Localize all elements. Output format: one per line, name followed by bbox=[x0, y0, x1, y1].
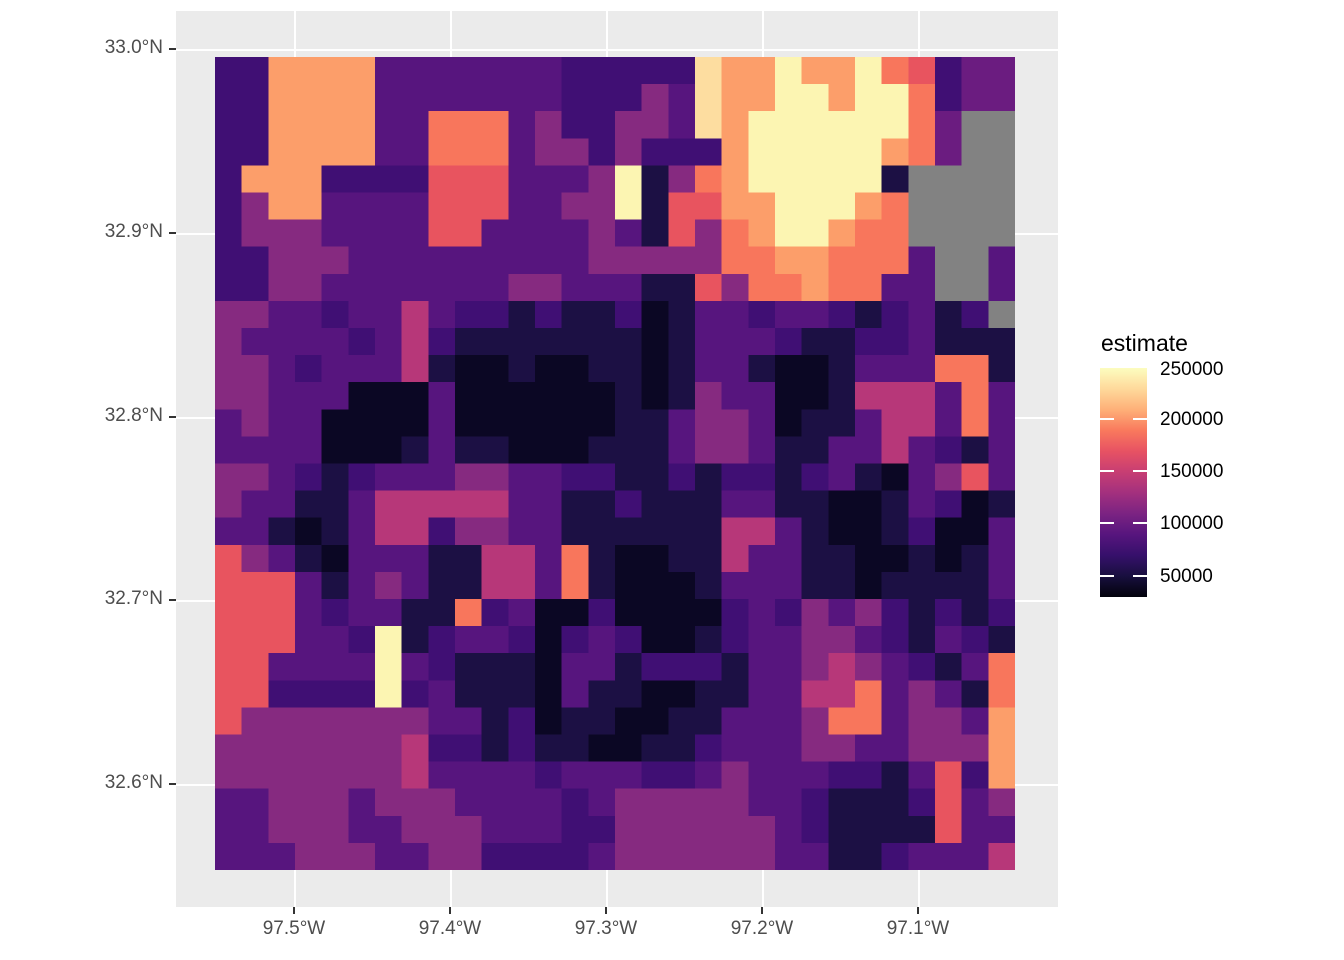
x-axis-label: 97.5°W bbox=[262, 918, 326, 939]
y-axis-label: 32.8°N bbox=[104, 405, 163, 426]
legend-tick-label: 250000 bbox=[1160, 359, 1224, 380]
choropleth-cells bbox=[215, 57, 1016, 871]
legend-tick-label: 50000 bbox=[1160, 566, 1213, 587]
y-axis-label: 32.7°N bbox=[104, 588, 163, 609]
x-axis-label: 97.2°W bbox=[730, 918, 794, 939]
legend-title: estimate bbox=[1101, 330, 1188, 356]
legend-colorbar bbox=[1100, 368, 1147, 597]
choropleth-map bbox=[215, 57, 1016, 871]
y-axis-label: 32.9°N bbox=[104, 221, 163, 242]
x-axis-label: 97.4°W bbox=[418, 918, 482, 939]
x-axis-label: 97.3°W bbox=[574, 918, 638, 939]
legend-tick-label: 100000 bbox=[1160, 513, 1224, 534]
y-axis-label: 32.6°N bbox=[104, 772, 163, 793]
y-axis-label: 33.0°N bbox=[104, 37, 163, 58]
legend-tick-label: 150000 bbox=[1160, 461, 1224, 482]
x-axis-label: 97.1°W bbox=[886, 918, 950, 939]
legend-tick-label: 200000 bbox=[1160, 409, 1224, 430]
